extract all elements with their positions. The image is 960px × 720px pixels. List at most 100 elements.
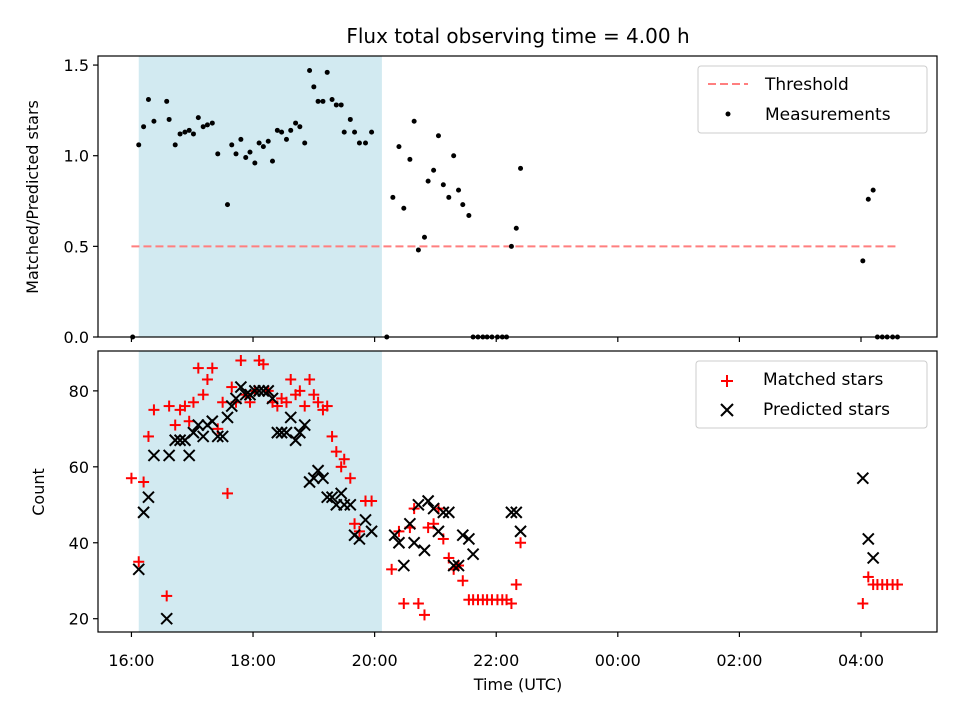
- predicted-star-point: [275, 426, 288, 439]
- measurement-point: [456, 187, 462, 193]
- matched-star-point: [386, 563, 398, 575]
- measurement-point: [151, 118, 157, 124]
- measurement-point: [164, 98, 170, 104]
- y-tick-label: 40: [69, 534, 89, 553]
- matched-star-point: [125, 472, 137, 484]
- measurement-point: [145, 97, 151, 103]
- predicted-star-point: [365, 525, 378, 538]
- matched-star-point: [169, 419, 181, 431]
- predicted-star-point: [316, 472, 330, 485]
- matched-star-point: [161, 590, 173, 602]
- measurement-point: [172, 142, 178, 148]
- predicted-star-point: [456, 528, 469, 542]
- predicted-star-point: [407, 536, 421, 549]
- matched-star-point: [366, 495, 378, 507]
- x-tick-label: 00:00: [595, 651, 641, 670]
- measurement-point: [338, 102, 344, 108]
- measurement-point: [508, 243, 514, 249]
- predicted-star-point: [196, 430, 210, 443]
- predicted-star-point: [452, 559, 465, 572]
- predicted-star-point: [392, 536, 406, 549]
- predicted-star-point: [334, 487, 348, 500]
- measurement-point: [302, 140, 308, 146]
- measurement-point: [195, 115, 201, 121]
- predicted-star-point: [353, 532, 366, 546]
- matched-star-point: [217, 396, 229, 408]
- matched-star-point: [299, 400, 311, 412]
- predicted-star-point: [221, 411, 234, 424]
- measurement-point: [518, 165, 524, 171]
- matched-star-point: [349, 518, 361, 530]
- matched-star-point: [412, 598, 424, 610]
- predicted-star-point: [856, 472, 870, 485]
- matched-star-point: [133, 556, 145, 568]
- predicted-star-point: [462, 532, 476, 546]
- measurement-point: [407, 156, 413, 162]
- matched-star-point: [142, 430, 154, 442]
- legend-predicted-swatch: [720, 403, 734, 417]
- measurement-point: [411, 118, 417, 124]
- measurement-point: [435, 133, 441, 139]
- measurement-point: [320, 98, 326, 104]
- predicted-star-point: [421, 494, 435, 508]
- x-tick-label: 04:00: [838, 651, 884, 670]
- measurement-point: [329, 97, 335, 103]
- measurement-point: [347, 116, 353, 122]
- measurement-point: [182, 129, 188, 135]
- predicted-star-point: [388, 528, 401, 542]
- matched-star-point: [338, 453, 350, 465]
- measurement-point: [233, 151, 239, 157]
- x-tick-label: 20:00: [352, 651, 398, 670]
- matched-star-point: [312, 396, 324, 408]
- matched-star-point: [505, 598, 517, 610]
- predicted-star-point: [239, 388, 252, 401]
- predicted-star-point: [169, 434, 182, 447]
- matched-star-point: [457, 575, 469, 587]
- matched-star-point: [280, 396, 292, 408]
- measurement-point: [279, 129, 285, 135]
- x-tick-label: 02:00: [716, 651, 762, 670]
- matched-star-point: [183, 415, 195, 427]
- predicted-star-point: [466, 547, 480, 561]
- x-tick-label: 22:00: [473, 651, 519, 670]
- matched-star-point: [192, 362, 204, 374]
- bottom-legend: Matched stars Predicted stars: [695, 360, 928, 429]
- top-y-axis-label: Matched/Predicted stars: [23, 100, 42, 294]
- matched-star-point: [179, 400, 191, 412]
- matched-star-point: [197, 389, 209, 401]
- matched-star-point: [163, 400, 175, 412]
- predicted-star-point: [280, 426, 293, 439]
- predicted-star-point: [447, 559, 460, 572]
- measurement-point: [440, 182, 446, 188]
- measurement-point: [269, 158, 275, 164]
- y-tick-label: 0.0: [64, 328, 89, 347]
- predicted-star-point: [320, 490, 334, 504]
- matched-star-point: [257, 358, 269, 370]
- predicted-star-point: [252, 384, 266, 398]
- measurement-point: [265, 138, 271, 144]
- top-panel: 0.0 0.5 1.0 1.5 Matched/Predicted stars Thr…: [23, 55, 938, 347]
- measurement-point: [421, 234, 427, 240]
- predicted-star-point: [173, 434, 187, 447]
- predicted-star-point: [403, 517, 417, 530]
- predicted-star-point: [442, 506, 456, 519]
- bottom-axes-frame: [97, 350, 938, 633]
- matched-star-point: [138, 476, 150, 488]
- matched-star-point: [330, 446, 342, 458]
- matched-star-point: [226, 381, 238, 393]
- measurement-point: [311, 84, 317, 90]
- legend-measurements-label: Measurements: [765, 105, 891, 125]
- predicted-star-point: [147, 449, 161, 462]
- predicted-star-point: [289, 434, 302, 447]
- measurement-point: [870, 187, 876, 193]
- y-tick-label: 80: [69, 382, 89, 401]
- legend-matched-label: Matched stars: [763, 370, 883, 390]
- measurement-point: [460, 202, 466, 208]
- top-legend-box: [697, 65, 928, 134]
- measurement-point: [324, 69, 330, 75]
- matched-star-point: [201, 373, 213, 385]
- chart-title: Flux total observing time = 4.00 h: [346, 24, 689, 48]
- predicted-star-point: [266, 392, 279, 405]
- measurement-point: [513, 225, 519, 231]
- predicted-star-point: [427, 502, 440, 515]
